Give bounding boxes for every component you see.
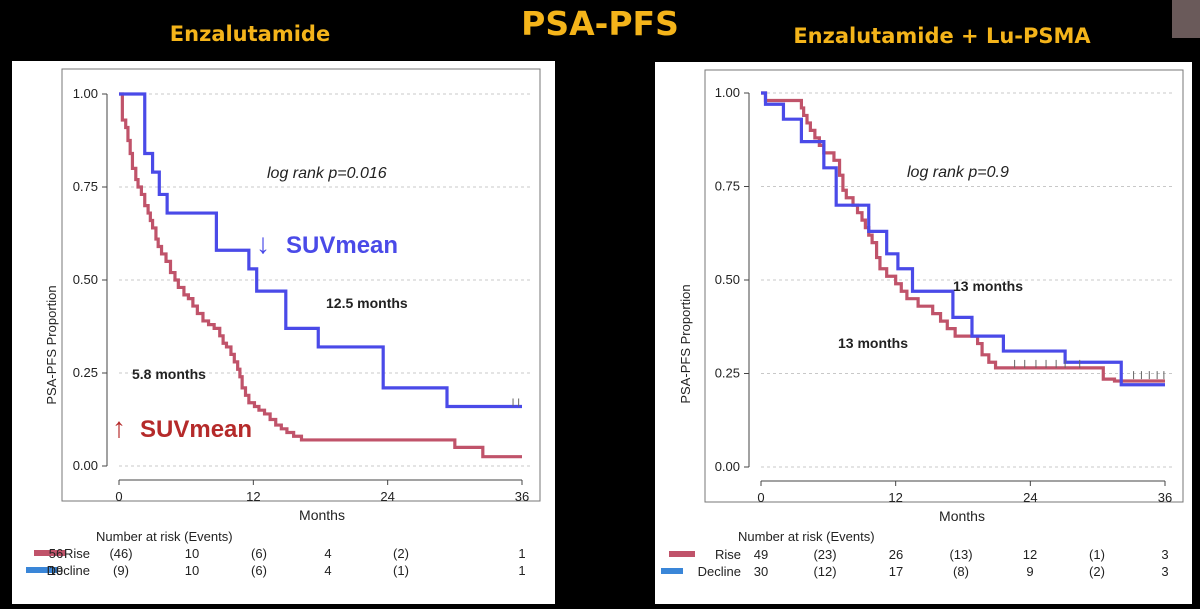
median-rise-annotation: 13 months — [838, 335, 908, 351]
risk-table-cell: 10 — [185, 563, 199, 578]
median-decline-annotation: 12.5 months — [326, 295, 408, 311]
risk-table-cell: (46) — [109, 546, 132, 561]
x-tick-label: 24 — [1023, 490, 1037, 505]
rise-row-label: Rise — [715, 547, 741, 562]
x-tick-label: 12 — [246, 489, 260, 504]
risk-table-cell: 4 — [324, 546, 331, 561]
decline-row-label: Decline — [47, 563, 90, 578]
left-panel: 0.00 0.25 0.50 0.75 1.00 0 12 24 36 PSA-PFS Prop… — [12, 61, 555, 604]
risk-table-cell: 3 — [1161, 564, 1168, 579]
suv-decline-label: SUVmean — [286, 232, 398, 259]
y-tick-label: 1.00 — [715, 85, 740, 100]
y-axis-label: PSA-PFS Proportion — [678, 284, 693, 403]
x-tick-label: 12 — [888, 490, 902, 505]
risk-table-cell: 49 — [754, 547, 768, 562]
series-decline-line — [761, 91, 1165, 387]
risk-table-cell: 19 — [49, 563, 63, 578]
risk-table-cell: (2) — [393, 546, 409, 561]
y-tick-label: 0.00 — [73, 458, 98, 473]
x-tick-label: 36 — [515, 489, 529, 504]
risk-table-cell: 4 — [324, 563, 331, 578]
presenter-thumbnail — [1172, 0, 1200, 38]
plot-frame — [61, 68, 541, 502]
rise-legend-swatch — [669, 551, 695, 557]
left-km-chart: 0.00 0.25 0.50 0.75 1.00 0 12 24 36 PSA-PFS Prop… — [26, 68, 541, 578]
risk-table-cell: 12 — [1023, 547, 1037, 562]
x-axis-label: Months — [299, 507, 345, 523]
series-rise-line — [761, 91, 1165, 383]
risk-table-cell: 26 — [889, 547, 903, 562]
risk-table-cell: (9) — [113, 563, 129, 578]
y-tick-label: 0.75 — [715, 179, 740, 194]
x-tick-label: 0 — [757, 490, 764, 505]
x-tick-label: 0 — [115, 489, 122, 504]
risk-table-cell: 17 — [889, 564, 903, 579]
risk-table-cell: (8) — [953, 564, 969, 579]
y-tick-label: 1.00 — [73, 86, 98, 101]
risk-table-cell: (2) — [1089, 564, 1105, 579]
risk-table-cell: 56 — [49, 546, 63, 561]
rise-row-label: Rise — [64, 546, 90, 561]
risk-table-cell: 9 — [1026, 564, 1033, 579]
pvalue-annotation: log rank p=0.016 — [267, 165, 387, 182]
risk-table-cell: (6) — [251, 563, 267, 578]
y-tick-label: 0.50 — [715, 272, 740, 287]
risk-table-cell: (1) — [1089, 547, 1105, 562]
right-km-chart: 0.00 0.25 0.50 0.75 1.00 0 12 24 36 PSA-PFS Prop… — [661, 69, 1184, 579]
plot-frame — [704, 69, 1184, 503]
pvalue-annotation: log rank p=0.9 — [907, 164, 1009, 181]
risk-table-cell: 30 — [754, 564, 768, 579]
y-tick-label: 0.25 — [73, 365, 98, 380]
median-decline-annotation: 13 months — [953, 278, 1023, 294]
y-tick-label: 0.50 — [73, 272, 98, 287]
risk-table-cell: (1) — [393, 563, 409, 578]
y-tick-label: 0.25 — [715, 366, 740, 381]
risk-table-cell: (23) — [813, 547, 836, 562]
risk-table-title: Number at risk (Events) — [96, 529, 233, 544]
risk-table-cell: 1 — [518, 546, 525, 561]
decline-row-label: Decline — [698, 564, 741, 579]
x-axis-label: Months — [939, 508, 985, 524]
y-tick-label: 0.75 — [73, 179, 98, 194]
y-tick-label: 0.00 — [715, 459, 740, 474]
series-decline-line — [119, 92, 522, 409]
left-subtitle: Enzalutamide — [169, 22, 331, 46]
down-arrow-icon: ↓ — [256, 228, 270, 259]
decline-legend-swatch — [661, 568, 683, 574]
median-rise-annotation: 5.8 months — [132, 366, 206, 382]
rise-legend-swatch — [34, 550, 66, 556]
series-rise-line — [119, 92, 522, 459]
x-tick-label: 24 — [380, 489, 394, 504]
suv-rise-label: SUVmean — [140, 416, 252, 443]
right-subtitle: Enzalutamide + Lu-PSMA — [793, 24, 1091, 48]
risk-table-cell: (6) — [251, 546, 267, 561]
right-panel: 0.00 0.25 0.50 0.75 1.00 0 12 24 36 PSA-PFS Prop… — [655, 62, 1192, 604]
risk-table-cell: 1 — [518, 563, 525, 578]
up-arrow-icon: ↑ — [112, 412, 126, 443]
risk-table-cell: (12) — [813, 564, 836, 579]
risk-table-title: Number at risk (Events) — [738, 529, 875, 544]
y-axis-label: PSA-PFS Proportion — [44, 285, 59, 404]
risk-table-cell: 10 — [185, 546, 199, 561]
risk-table-cell: 3 — [1161, 547, 1168, 562]
decline-legend-swatch — [26, 567, 58, 573]
page-title: PSA-PFS — [521, 4, 679, 43]
x-tick-label: 36 — [1158, 490, 1172, 505]
risk-table-cell: (13) — [949, 547, 972, 562]
